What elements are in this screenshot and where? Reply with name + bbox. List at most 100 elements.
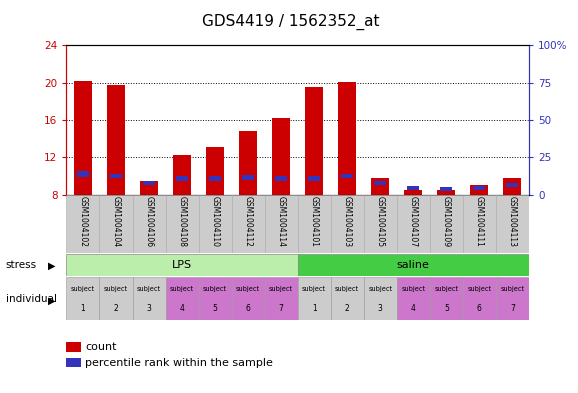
- Bar: [364, 277, 397, 320]
- Bar: [242, 175, 254, 180]
- Text: 4: 4: [180, 304, 184, 313]
- Bar: [506, 183, 518, 187]
- Text: 5: 5: [213, 304, 217, 313]
- Bar: [77, 171, 89, 176]
- Text: LPS: LPS: [172, 260, 192, 270]
- Text: GSM1004105: GSM1004105: [376, 196, 385, 248]
- Bar: [232, 277, 265, 320]
- Bar: [496, 195, 529, 253]
- Bar: [331, 195, 364, 253]
- Bar: [503, 178, 521, 195]
- Bar: [99, 195, 132, 253]
- Text: count: count: [85, 342, 116, 352]
- Text: GSM1004106: GSM1004106: [144, 196, 154, 248]
- Text: GSM1004114: GSM1004114: [277, 196, 286, 247]
- Bar: [364, 195, 397, 253]
- Bar: [176, 176, 188, 181]
- Text: GSM1004107: GSM1004107: [409, 196, 418, 248]
- Text: ▶: ▶: [48, 296, 55, 306]
- Bar: [66, 277, 99, 320]
- Text: ▶: ▶: [48, 261, 55, 271]
- Bar: [305, 87, 323, 195]
- Text: subject: subject: [501, 286, 524, 292]
- Bar: [265, 277, 298, 320]
- Text: subject: subject: [137, 286, 161, 292]
- Bar: [371, 178, 390, 195]
- Text: 3: 3: [378, 304, 383, 313]
- Text: GSM1004111: GSM1004111: [475, 196, 484, 247]
- Text: GSM1004102: GSM1004102: [79, 196, 87, 247]
- Text: 2: 2: [345, 304, 350, 313]
- Text: GSM1004108: GSM1004108: [177, 196, 187, 247]
- Text: subject: subject: [368, 286, 392, 292]
- Bar: [239, 131, 257, 195]
- Text: 1: 1: [80, 304, 86, 313]
- Bar: [463, 277, 496, 320]
- Bar: [272, 118, 290, 195]
- Text: subject: subject: [467, 286, 491, 292]
- Bar: [298, 254, 529, 276]
- Text: GDS4419 / 1562352_at: GDS4419 / 1562352_at: [202, 14, 380, 30]
- Text: subject: subject: [170, 286, 194, 292]
- Text: 6: 6: [477, 304, 482, 313]
- Bar: [341, 174, 353, 178]
- Bar: [107, 85, 125, 195]
- Text: subject: subject: [236, 286, 260, 292]
- Bar: [232, 195, 265, 253]
- Text: stress: stress: [6, 260, 37, 270]
- Bar: [275, 176, 287, 181]
- Text: individual: individual: [6, 294, 57, 304]
- Text: GSM1004103: GSM1004103: [343, 196, 351, 248]
- Text: saline: saline: [397, 260, 429, 270]
- Bar: [308, 176, 320, 181]
- Bar: [496, 277, 529, 320]
- Bar: [338, 82, 356, 195]
- Text: GSM1004110: GSM1004110: [210, 196, 220, 247]
- Bar: [430, 195, 463, 253]
- Text: 4: 4: [411, 304, 416, 313]
- Bar: [66, 195, 99, 253]
- Text: subject: subject: [269, 286, 293, 292]
- Bar: [397, 277, 430, 320]
- Text: subject: subject: [302, 286, 326, 292]
- Text: 3: 3: [147, 304, 151, 313]
- Text: GSM1004101: GSM1004101: [310, 196, 318, 247]
- Bar: [375, 182, 386, 185]
- Text: subject: subject: [434, 286, 458, 292]
- Bar: [298, 277, 331, 320]
- Text: subject: subject: [401, 286, 425, 292]
- Bar: [265, 195, 298, 253]
- Bar: [463, 195, 496, 253]
- Text: subject: subject: [203, 286, 227, 292]
- Text: 1: 1: [312, 304, 317, 313]
- Bar: [407, 186, 419, 190]
- Bar: [74, 81, 92, 195]
- Bar: [199, 195, 232, 253]
- Text: subject: subject: [335, 286, 360, 292]
- Text: 7: 7: [279, 304, 284, 313]
- Bar: [199, 277, 232, 320]
- Text: percentile rank within the sample: percentile rank within the sample: [85, 358, 273, 368]
- Bar: [66, 254, 298, 276]
- Bar: [99, 277, 132, 320]
- Text: GSM1004104: GSM1004104: [112, 196, 120, 248]
- Bar: [173, 155, 191, 195]
- Text: GSM1004113: GSM1004113: [508, 196, 517, 247]
- Bar: [298, 195, 331, 253]
- Text: subject: subject: [104, 286, 128, 292]
- Bar: [470, 185, 488, 195]
- Text: 7: 7: [510, 304, 515, 313]
- Bar: [110, 174, 122, 178]
- Bar: [132, 195, 165, 253]
- Bar: [430, 277, 463, 320]
- Bar: [404, 190, 423, 195]
- Bar: [165, 277, 199, 320]
- Bar: [132, 277, 165, 320]
- Bar: [437, 190, 455, 195]
- Bar: [440, 187, 452, 191]
- Bar: [473, 186, 485, 190]
- Bar: [140, 180, 158, 195]
- Bar: [397, 195, 430, 253]
- Text: 5: 5: [444, 304, 449, 313]
- Bar: [165, 195, 199, 253]
